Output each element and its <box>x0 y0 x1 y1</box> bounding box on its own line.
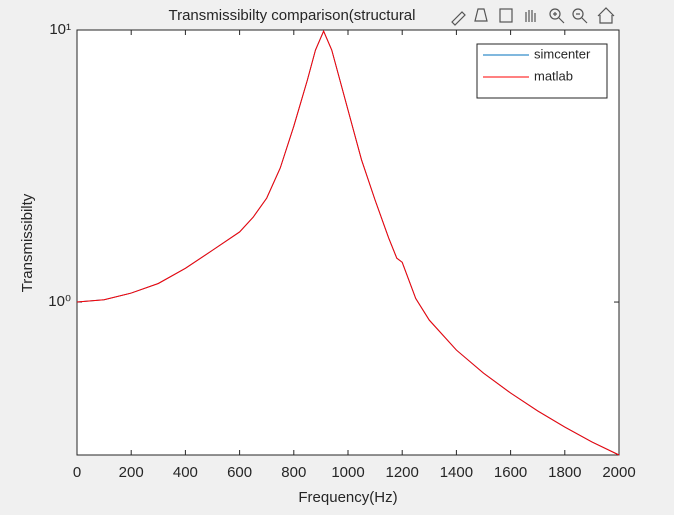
legend-box <box>476 43 608 99</box>
x-tick-label: 2000 <box>602 464 635 481</box>
x-tick-label: 1200 <box>386 464 419 481</box>
zoom-out-icon[interactable] <box>572 8 584 20</box>
zoom-in-glyph <box>553 12 565 24</box>
x-tick-label: 1000 <box>331 464 364 481</box>
legend-icon[interactable] <box>499 8 513 23</box>
x-tick-label: 600 <box>227 464 252 481</box>
x-tick-label: 1600 <box>494 464 527 481</box>
x-tick-label: 0 <box>73 464 81 481</box>
legend: simcenter matlab <box>476 43 608 99</box>
x-tick-label: 400 <box>173 464 198 481</box>
plot-area <box>76 29 620 456</box>
chart-title: Transmissibilty comparison(structural <box>168 7 415 24</box>
x-axis-label: Frequency(Hz) <box>298 489 397 506</box>
y-tick-label: 10¹ <box>49 21 71 38</box>
x-tick-label: 1400 <box>440 464 473 481</box>
x-tick-label: 200 <box>119 464 144 481</box>
legend-label: simcenter <box>534 46 591 61</box>
legend-label: matlab <box>534 68 573 83</box>
y-axis-label: Transmissibilty <box>19 193 36 292</box>
x-tick-label: 800 <box>281 464 306 481</box>
home-icon[interactable] <box>597 7 615 24</box>
zoom-out-glyph <box>576 13 588 24</box>
x-tick-label: 1800 <box>548 464 581 481</box>
series-line <box>76 29 620 456</box>
toolbar-bg <box>448 6 614 26</box>
brush-icon[interactable] <box>451 11 466 26</box>
pan-icon[interactable] <box>525 10 536 22</box>
datatip-icon[interactable] <box>474 8 488 22</box>
zoom-in-icon[interactable] <box>549 8 561 20</box>
y-tick-label: 10⁰ <box>48 293 71 310</box>
toolbar[interactable] <box>448 6 615 26</box>
